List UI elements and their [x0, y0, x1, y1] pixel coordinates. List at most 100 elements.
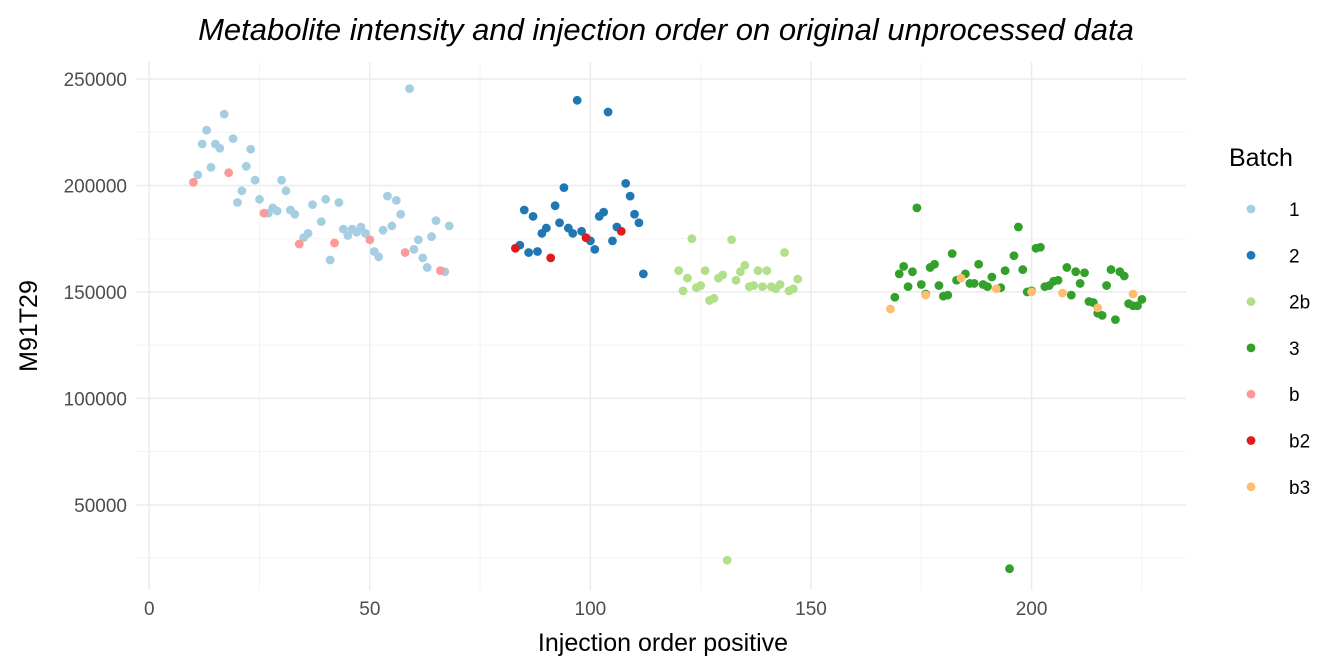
data-point — [731, 275, 741, 285]
data-point — [294, 239, 304, 249]
data-point — [736, 267, 745, 277]
data-point — [722, 555, 732, 565]
data-point — [638, 269, 648, 279]
data-point — [983, 282, 992, 292]
data-point — [546, 253, 556, 263]
data-point — [753, 266, 763, 276]
data-point — [396, 209, 406, 219]
legend-key — [1246, 297, 1256, 306]
data-point — [1005, 564, 1014, 574]
data-point — [599, 207, 609, 217]
legend-label: b2 — [1289, 432, 1310, 453]
data-point — [608, 236, 617, 246]
data-point — [1102, 281, 1111, 290]
data-point — [572, 95, 582, 105]
data-point — [541, 223, 551, 233]
data-point — [890, 292, 900, 302]
data-point — [555, 218, 564, 228]
legend-label: b3 — [1289, 478, 1310, 499]
data-point — [758, 282, 767, 292]
data-point — [903, 282, 913, 292]
data-point — [219, 109, 229, 119]
data-point — [886, 304, 895, 314]
series-1 — [193, 84, 454, 277]
data-point — [894, 269, 904, 279]
data-point — [361, 228, 370, 238]
legend-key — [1246, 250, 1256, 260]
data-point — [519, 205, 529, 215]
data-point — [1128, 289, 1138, 299]
data-point — [793, 274, 803, 284]
data-point — [281, 186, 291, 196]
data-point — [241, 161, 251, 171]
data-point — [400, 248, 410, 257]
data-point — [1066, 290, 1076, 300]
legend: Batch 1 2 2b 3 b b2 b3 — [1229, 144, 1310, 499]
data-point — [422, 263, 432, 272]
data-point — [237, 186, 247, 196]
series-b — [188, 168, 445, 276]
data-point — [1080, 268, 1089, 278]
y-tick-label: 150000 — [64, 283, 127, 304]
y-tick-label: 100000 — [64, 389, 127, 410]
data-point — [683, 273, 692, 283]
data-point — [625, 191, 635, 201]
data-point — [1093, 303, 1103, 313]
data-point — [383, 191, 392, 201]
data-point — [277, 175, 286, 185]
data-point — [1053, 275, 1063, 285]
data-point — [290, 209, 300, 219]
data-point — [431, 216, 441, 226]
data-point — [718, 270, 728, 280]
data-point — [193, 170, 203, 180]
data-point — [528, 211, 538, 221]
data-point — [696, 281, 706, 290]
data-point — [687, 234, 697, 244]
data-point — [188, 177, 198, 187]
legend-key — [1246, 343, 1256, 353]
legend-label: 2 — [1289, 246, 1300, 267]
data-point — [634, 218, 644, 228]
data-point — [709, 293, 719, 303]
data-point — [405, 84, 414, 94]
data-point — [630, 209, 639, 219]
data-point — [255, 194, 264, 204]
data-point — [321, 194, 331, 204]
data-point — [1009, 251, 1019, 261]
data-point — [533, 247, 542, 256]
series-3 — [890, 203, 1147, 574]
data-point — [700, 266, 710, 276]
grid — [136, 62, 1186, 590]
data-point — [1133, 301, 1142, 311]
data-point — [524, 248, 534, 257]
data-point — [246, 144, 256, 154]
y-tick-label: 250000 — [64, 70, 127, 91]
data-point — [568, 228, 578, 238]
data-point — [1119, 271, 1129, 281]
data-point — [1058, 288, 1067, 298]
data-point — [444, 221, 454, 231]
data-point — [427, 232, 436, 241]
x-tick-label: 100 — [575, 599, 607, 620]
data-point — [581, 233, 591, 243]
data-point — [1111, 315, 1120, 325]
data-point — [387, 221, 397, 231]
data-point — [215, 143, 225, 153]
data-point — [947, 249, 957, 259]
y-axis-title: M91T29 — [15, 280, 43, 372]
data-point — [338, 224, 348, 234]
data-point — [991, 284, 1001, 294]
data-point — [780, 248, 789, 257]
data-point — [621, 178, 631, 188]
data-point — [330, 238, 339, 248]
x-tick-label: 200 — [1016, 599, 1048, 620]
data-point — [916, 280, 926, 289]
data-point — [378, 225, 388, 235]
series-b2 — [511, 226, 626, 263]
data-point — [206, 162, 216, 172]
data-point — [259, 208, 269, 218]
data-points — [188, 84, 1147, 574]
data-point — [930, 259, 939, 269]
legend-key — [1246, 389, 1256, 399]
data-point — [577, 226, 586, 236]
